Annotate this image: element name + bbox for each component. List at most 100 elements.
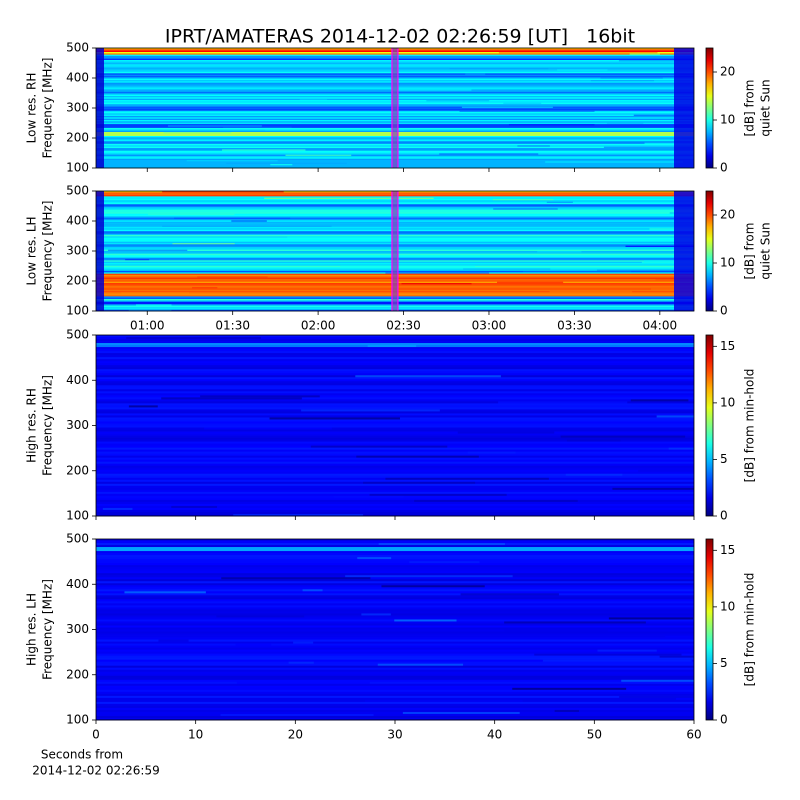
spectrogram-patch [651, 288, 694, 291]
colorbar-tick-label: 5 [720, 656, 728, 670]
spectrogram-patch [641, 261, 694, 264]
y-tick-label: 500 [66, 328, 89, 342]
spectrogram-patch [644, 260, 694, 263]
spectrogram-patch [596, 269, 694, 272]
spectrogram-patch [357, 557, 392, 560]
spectrogram-patch [269, 417, 400, 420]
spectrogram-row [96, 425, 694, 428]
spectrogram-row [96, 423, 694, 426]
spectrogram-patch [364, 699, 523, 703]
spectrogram-row [96, 679, 694, 683]
spectrogram-row [96, 373, 694, 376]
spectrogram-row [96, 597, 694, 600]
x-axis-label: 2014-12-02 02:26:59 [32, 764, 159, 778]
spectrogram-patch [545, 161, 683, 164]
spectrogram-patch [235, 643, 272, 646]
y-tick-label: 500 [66, 184, 89, 198]
spectrogram-row [96, 363, 694, 366]
spectrogram-row [96, 459, 694, 463]
spectrogram-row [96, 475, 694, 479]
spectrogram-patch [498, 401, 628, 404]
spectrogram-row [96, 643, 694, 646]
spectrogram-row [96, 567, 694, 570]
spectrogram-row [96, 685, 694, 689]
spectrogram-row [96, 645, 694, 648]
y-axis-label: High res. LH [25, 593, 39, 666]
spectrogram-patch [603, 146, 694, 149]
spectrogram-row [96, 593, 694, 596]
data-gap [674, 48, 694, 168]
spectrogram-row [96, 651, 694, 655]
spectrogram-row [96, 639, 694, 642]
spectrogram-patch [600, 77, 663, 80]
spectrogram-patch [392, 89, 472, 92]
colorbar-tick-label: 10 [720, 113, 735, 127]
spectrogram-row [96, 647, 694, 651]
spectrogram-row [96, 711, 694, 715]
spectrogram-patch [107, 249, 188, 252]
spectrogram-patch [508, 124, 595, 126]
spectrogram-row [96, 641, 694, 644]
spectrogram-patch [361, 613, 391, 616]
spectrogram-row [96, 615, 694, 618]
spectrogram-patch [655, 279, 693, 281]
x-tick-label: 01:00 [130, 319, 165, 333]
spectrogram-patch [128, 309, 172, 312]
spectrogram-row [96, 539, 694, 542]
spectrogram-patch [649, 228, 694, 231]
spectrogram-row [96, 397, 694, 400]
spectrogram-row [96, 435, 694, 438]
spectrogram-row [96, 413, 694, 416]
spectrogram-patch [383, 72, 463, 74]
spectrogram-patch [522, 271, 632, 273]
spectrogram-row [96, 557, 694, 560]
spectrogram-row [96, 357, 694, 360]
spectrogram-row [96, 595, 694, 598]
cursor-band [391, 191, 398, 311]
spectrogram-row [96, 625, 694, 628]
spectrogram-row [96, 381, 694, 384]
y-tick-label: 300 [66, 101, 89, 115]
colorbar-tick-label: 0 [720, 509, 728, 523]
spectrogram-patch [285, 154, 352, 157]
spectrogram-row [96, 353, 694, 356]
spectrogram-row [96, 571, 694, 574]
spectrogram-patch [221, 149, 306, 152]
spectrogram-patch [231, 220, 267, 223]
colorbar-tick-label: 5 [720, 452, 728, 466]
spectrogram-row [96, 695, 694, 699]
spectrogram-patch [633, 114, 694, 117]
spectrogram-row [96, 393, 694, 396]
spectrogram-row [96, 371, 694, 374]
spectrogram-patch [333, 495, 404, 499]
spectrogram-row [96, 637, 694, 640]
spectrogram-patch [590, 80, 655, 82]
spectrogram-row [96, 507, 694, 511]
spectrogram-patch [557, 69, 608, 72]
y-tick-label: 200 [66, 274, 89, 288]
spectrogram-patch [630, 399, 689, 402]
spectrogram-patch [102, 507, 133, 511]
spectrogram-patch [226, 162, 347, 165]
spectrogram-patch [200, 395, 320, 398]
spectrogram-row [96, 611, 694, 614]
spectrogram-patch [197, 276, 268, 279]
y-tick-label: 400 [66, 71, 89, 85]
spectrogram-row [96, 555, 694, 558]
spectrogram-row [96, 489, 694, 493]
spectrogram-row [96, 499, 694, 503]
spectrogram-row [96, 667, 694, 671]
spectrogram-row [96, 377, 694, 380]
spectrogram-patch [534, 653, 682, 657]
data-gap [674, 191, 694, 311]
spectrogram-row [96, 351, 694, 354]
x-tick-label: 20 [288, 728, 303, 742]
spectrogram-row [96, 473, 694, 477]
spectrogram-row [96, 715, 694, 719]
spectrogram-row [96, 659, 694, 663]
colorbar [705, 538, 714, 721]
y-tick-label: 300 [66, 418, 89, 432]
spectrogram-patch [665, 635, 694, 638]
spectrogram-row [96, 545, 694, 548]
